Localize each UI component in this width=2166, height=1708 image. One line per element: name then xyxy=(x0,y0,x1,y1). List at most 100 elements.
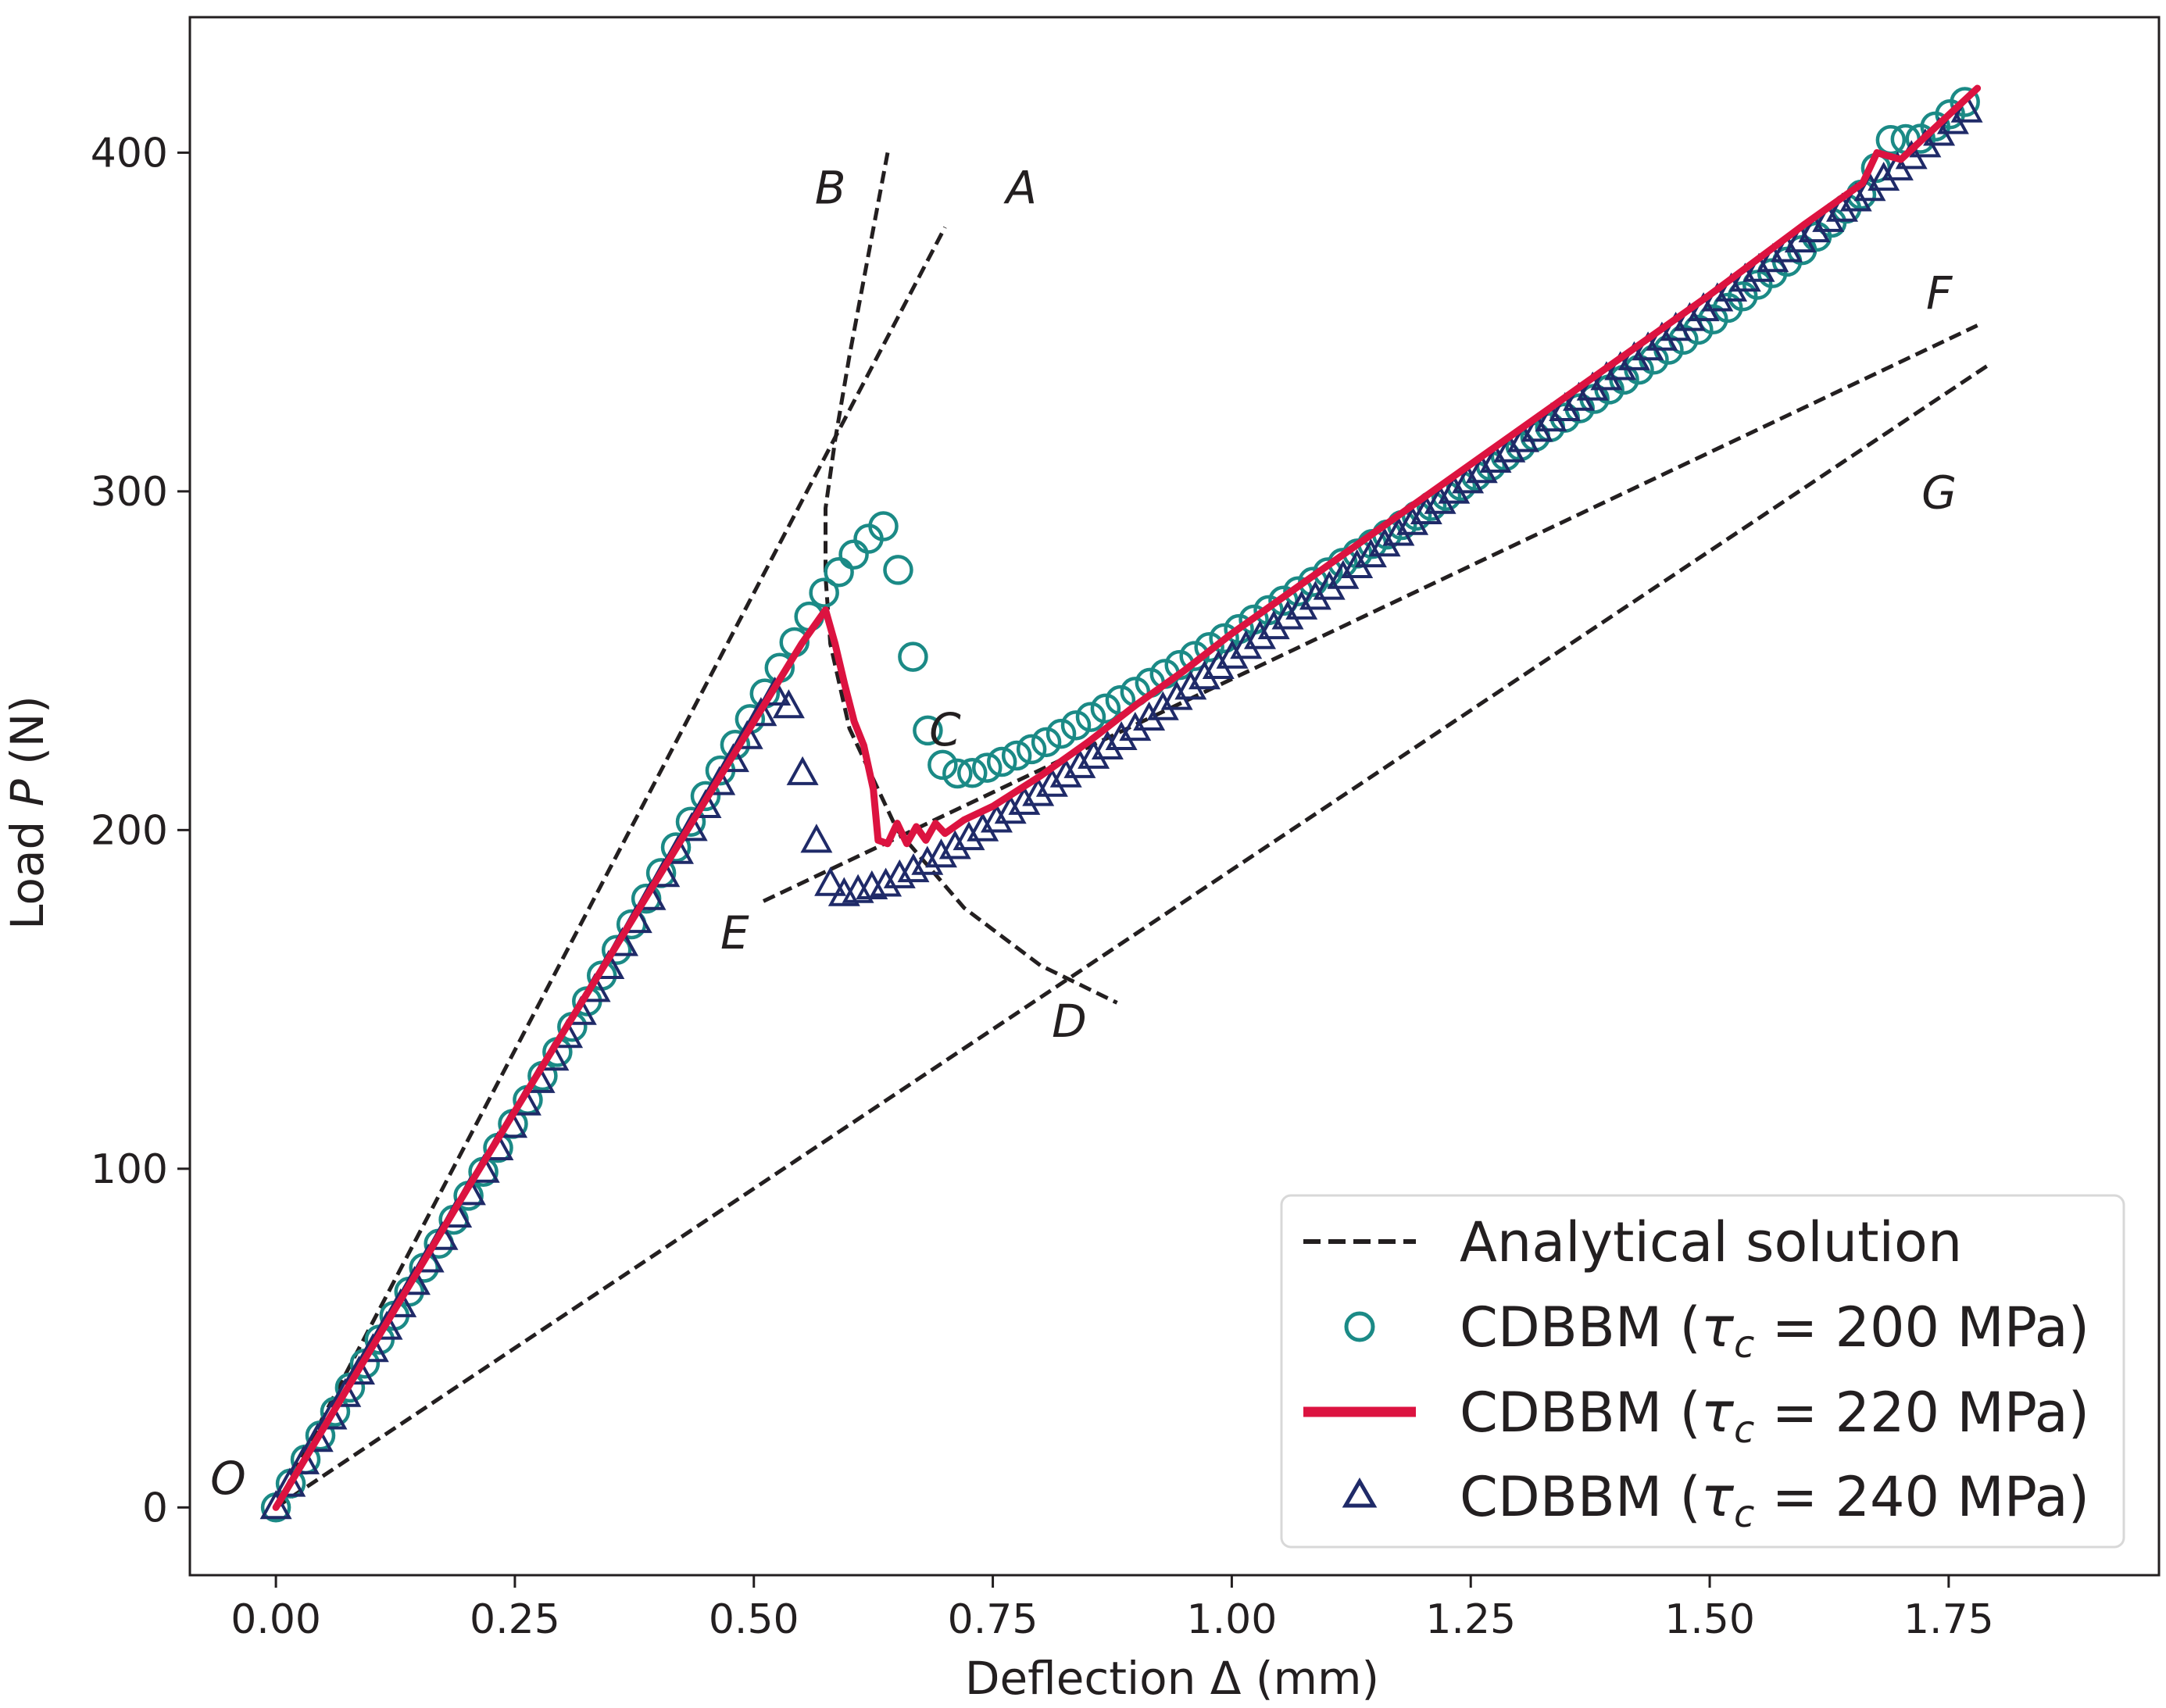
data-point-triangle xyxy=(1853,172,1886,202)
data-point-triangle xyxy=(717,743,749,773)
data-point-triangle xyxy=(925,838,957,868)
data-point-triangle xyxy=(356,1333,389,1363)
data-point-circle xyxy=(942,758,973,789)
data-point-triangle xyxy=(1022,777,1055,806)
series-220mpa-line xyxy=(272,84,1982,1511)
data-point-circle xyxy=(824,557,854,588)
data-point-circle xyxy=(1224,613,1254,645)
legend: Analytical solution CDBBM (τc = 200 MPa)… xyxy=(1280,1194,2125,1549)
data-point-triangle xyxy=(1188,660,1221,690)
x-tick-label: 1.00 xyxy=(1187,1596,1278,1643)
point-label-B: B xyxy=(815,161,846,214)
data-point-triangle xyxy=(1742,252,1775,282)
point-label-A: A xyxy=(1003,161,1037,214)
data-point-triangle xyxy=(1424,484,1457,514)
data-point-circle xyxy=(1031,727,1062,758)
data-point-circle xyxy=(1016,734,1047,765)
legend-item-analytical: Analytical solution xyxy=(1303,1210,1962,1274)
data-point-circle xyxy=(1045,718,1077,749)
data-point-triangle xyxy=(370,1310,403,1340)
data-point-circle xyxy=(1001,740,1032,771)
data-point-triangle xyxy=(343,1355,375,1385)
data-point-triangle xyxy=(1784,223,1817,253)
data-point-triangle xyxy=(1174,670,1207,700)
data-point-triangle xyxy=(1202,649,1235,679)
data-point-triangle xyxy=(994,795,1027,824)
analytical-curve-OA xyxy=(273,226,947,1509)
data-point-triangle xyxy=(1244,620,1276,649)
legend-label-analytical: Analytical solution xyxy=(1460,1210,1962,1274)
data-point-circle xyxy=(986,746,1017,777)
data-point-triangle xyxy=(731,720,763,749)
x-tick-label: 0.00 xyxy=(231,1596,321,1643)
y-tick-label: 0 xyxy=(142,1485,168,1531)
data-point-circle xyxy=(898,641,928,672)
analytical-curves xyxy=(273,152,1989,1510)
data-point-triangle xyxy=(315,1400,348,1430)
data-point-triangle xyxy=(883,859,916,888)
data-point-circle xyxy=(883,555,913,585)
legend-item-220mpa: CDBBM (τc = 220 MPa) xyxy=(1303,1381,2089,1452)
data-point-triangle xyxy=(1035,767,1068,797)
data-point-triangle xyxy=(1133,701,1166,731)
data-point-triangle xyxy=(1257,609,1290,640)
data-point-triangle xyxy=(911,845,944,875)
data-point-circle xyxy=(1090,693,1121,724)
data-point-circle xyxy=(838,539,869,570)
data-point-circle xyxy=(957,758,988,788)
x-axis-title: Deflection Δ (mm) xyxy=(965,1652,1379,1705)
point-label-C: C xyxy=(929,703,961,756)
legend-circle-marker xyxy=(1344,1311,1375,1342)
data-point-triangle xyxy=(1549,391,1582,421)
data-point-triangle xyxy=(1507,423,1539,452)
data-point-triangle xyxy=(1771,233,1803,263)
x-axis-ticks: 0.00 0.25 0.50 0.75 1.00 1.25 1.50 1.75 xyxy=(231,1575,1994,1643)
x-tick-label: 0.25 xyxy=(470,1596,560,1643)
x-tick-label: 0.75 xyxy=(948,1596,1038,1643)
data-point-triangle xyxy=(1008,785,1041,815)
legend-label-200mpa: CDBBM (τc = 200 MPa) xyxy=(1460,1295,2089,1367)
data-point-triangle xyxy=(953,821,985,851)
data-point-triangle xyxy=(1465,454,1498,484)
data-point-triangle xyxy=(1452,464,1485,494)
data-point-circle xyxy=(971,752,1003,783)
data-point-triangle xyxy=(1091,730,1124,759)
data-point-triangle xyxy=(1049,758,1082,788)
data-point-triangle xyxy=(1868,161,1900,191)
x-tick-label: 1.25 xyxy=(1425,1596,1516,1643)
data-point-triangle xyxy=(1160,681,1193,710)
data-point-triangle xyxy=(384,1288,417,1317)
data-point-circle xyxy=(690,781,721,812)
data-point-triangle xyxy=(1299,581,1331,610)
analytical-curve-EF xyxy=(762,323,1978,903)
data-point-triangle xyxy=(1078,739,1110,769)
data-point-triangle xyxy=(1757,243,1789,273)
legend-triangle-marker xyxy=(1342,1478,1378,1508)
legend-label-240mpa: CDBBM (τc = 240 MPa) xyxy=(1460,1465,2089,1536)
data-point-triangle xyxy=(967,812,999,841)
data-point-triangle xyxy=(1063,749,1096,778)
y-axis-ticks: 0 100 200 300 400 xyxy=(91,130,190,1531)
legend-label-220mpa: CDBBM (τc = 220 MPa) xyxy=(1460,1381,2089,1452)
data-point-triangle xyxy=(800,824,833,853)
data-point-triangle xyxy=(1521,413,1553,442)
data-point-triangle xyxy=(1826,192,1858,222)
data-point-triangle xyxy=(1216,639,1249,669)
data-point-triangle xyxy=(1563,381,1595,411)
data-point-triangle xyxy=(1410,495,1442,524)
data-point-triangle xyxy=(703,766,736,795)
legend-box xyxy=(1280,1194,2125,1549)
data-point-circle xyxy=(809,577,839,608)
plot-area-frame xyxy=(188,16,2161,1577)
y-tick-label: 300 xyxy=(91,469,168,516)
analytical-curve-OG xyxy=(274,364,1989,1510)
axes: 0.00 0.25 0.50 0.75 1.00 1.25 1.50 1.75 0 100 200… xyxy=(91,16,2161,1643)
legend-item-240mpa: CDBBM (τc = 240 MPa) xyxy=(1342,1465,2089,1536)
data-point-circle xyxy=(1209,623,1239,654)
data-point-triangle xyxy=(259,1490,292,1520)
data-point-triangle xyxy=(301,1423,334,1453)
data-point-triangle xyxy=(897,852,930,883)
data-point-triangle xyxy=(1105,720,1138,750)
data-point-triangle xyxy=(1438,474,1471,504)
point-annotations: A B C D E F G O xyxy=(210,161,1957,1505)
